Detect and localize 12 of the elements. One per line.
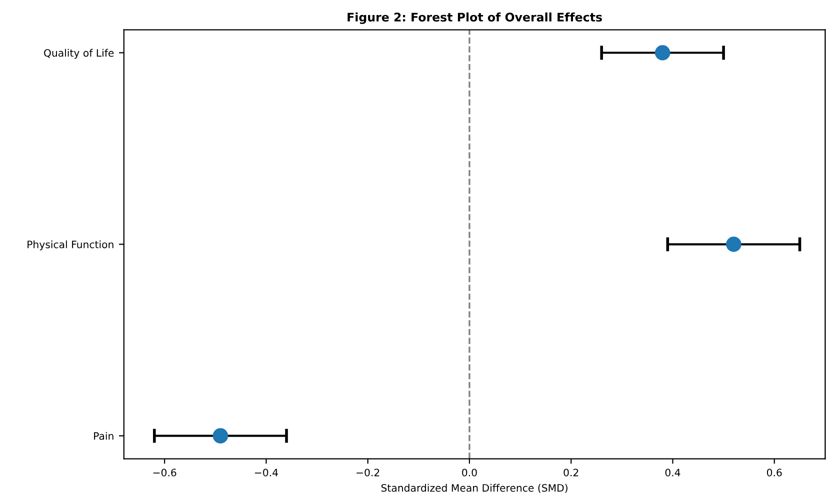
y-tick-label: Pain [94,432,114,440]
x-tick-label: −0.6 [153,468,176,476]
x-tick-label: −0.2 [356,468,380,476]
x-tick-label: −0.4 [254,468,278,476]
x-axis-title: Standardized Mean Difference (SMD) [381,484,568,493]
y-tick-label: Quality of Life [44,48,114,59]
chart-title: Figure 2: Forest Plot of Overall Effects [348,12,602,24]
y-tick-label: Physical Function [28,240,114,250]
x-tick-label: 0.2 [564,468,578,476]
x-tick-label: 0.0 [462,468,477,476]
x-tick-label: 0.4 [665,468,680,476]
x-tick-label: 0.6 [766,468,782,476]
